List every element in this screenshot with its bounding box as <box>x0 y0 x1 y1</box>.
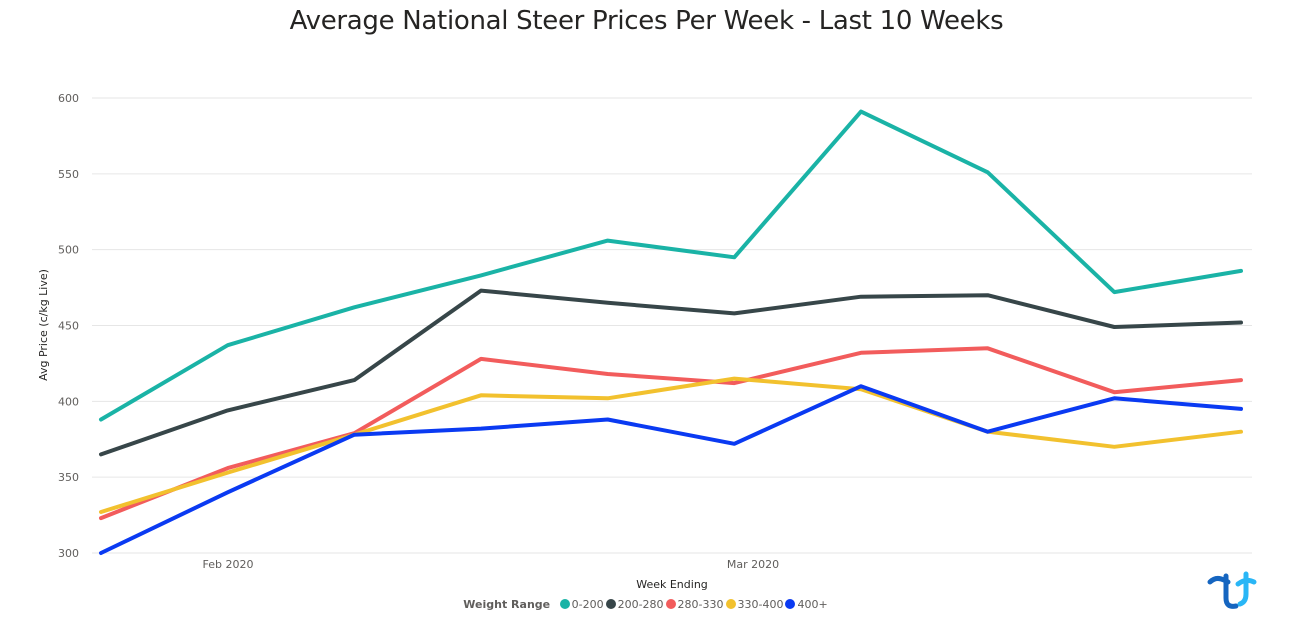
x-axis-title: Week Ending <box>636 578 708 591</box>
brand-logo-icon <box>1207 571 1257 609</box>
gridlines <box>92 97 1252 554</box>
series-line-200-280 <box>99 288 1243 457</box>
series-line-280-330 <box>99 346 1243 521</box>
legend-dot <box>665 599 676 609</box>
y-axis-title: Avg Price (c/kg Live) <box>37 269 50 381</box>
legend-label: 400+ <box>797 598 828 611</box>
chart-title: Average National Steer Prices Per Week -… <box>289 6 1004 36</box>
y-tick-label: 350 <box>58 471 79 484</box>
y-tick-label: 600 <box>58 92 79 105</box>
legend-items: 0-200 200-280 280-330 330-400 400+ <box>559 598 830 611</box>
legend-dot <box>559 599 570 609</box>
legend-label: 0-200 <box>571 598 604 611</box>
legend-item[interactable]: 280-330 <box>665 598 724 611</box>
series-line-0-200 <box>99 109 1243 422</box>
y-tick-label: 400 <box>58 395 79 408</box>
y-tick-label: 500 <box>58 244 79 257</box>
legend-item[interactable]: 200-280 <box>605 598 664 611</box>
legend-label: 280-330 <box>677 598 724 611</box>
x-tick-label: Feb 2020 <box>203 558 254 571</box>
y-axis-ticks: 300 350 400 450 500 550 600 <box>58 92 79 560</box>
legend-dot <box>605 599 616 609</box>
legend-dot <box>785 599 796 609</box>
y-tick-label: 300 <box>58 547 79 560</box>
x-tick-label: Mar 2020 <box>727 558 779 571</box>
y-tick-label: 550 <box>58 168 79 181</box>
y-tick-label: 450 <box>58 320 79 333</box>
legend-label: 200-280 <box>617 598 664 611</box>
legend-item[interactable]: 0-200 <box>559 598 604 611</box>
series-line-400+ <box>99 384 1243 555</box>
legend-item[interactable]: 330-400 <box>725 598 784 611</box>
series-lines <box>99 109 1243 555</box>
legend-item[interactable]: 400+ <box>785 598 828 611</box>
x-axis-ticks: Feb 2020 Mar 2020 <box>203 558 780 571</box>
series-line-330-400 <box>99 376 1243 514</box>
legend-dot <box>725 599 736 609</box>
legend-title: Weight Range <box>463 598 551 611</box>
legend: Weight Range 0-200 200-280 280-330 330-400 4… <box>0 598 1293 611</box>
legend-label: 330-400 <box>737 598 784 611</box>
